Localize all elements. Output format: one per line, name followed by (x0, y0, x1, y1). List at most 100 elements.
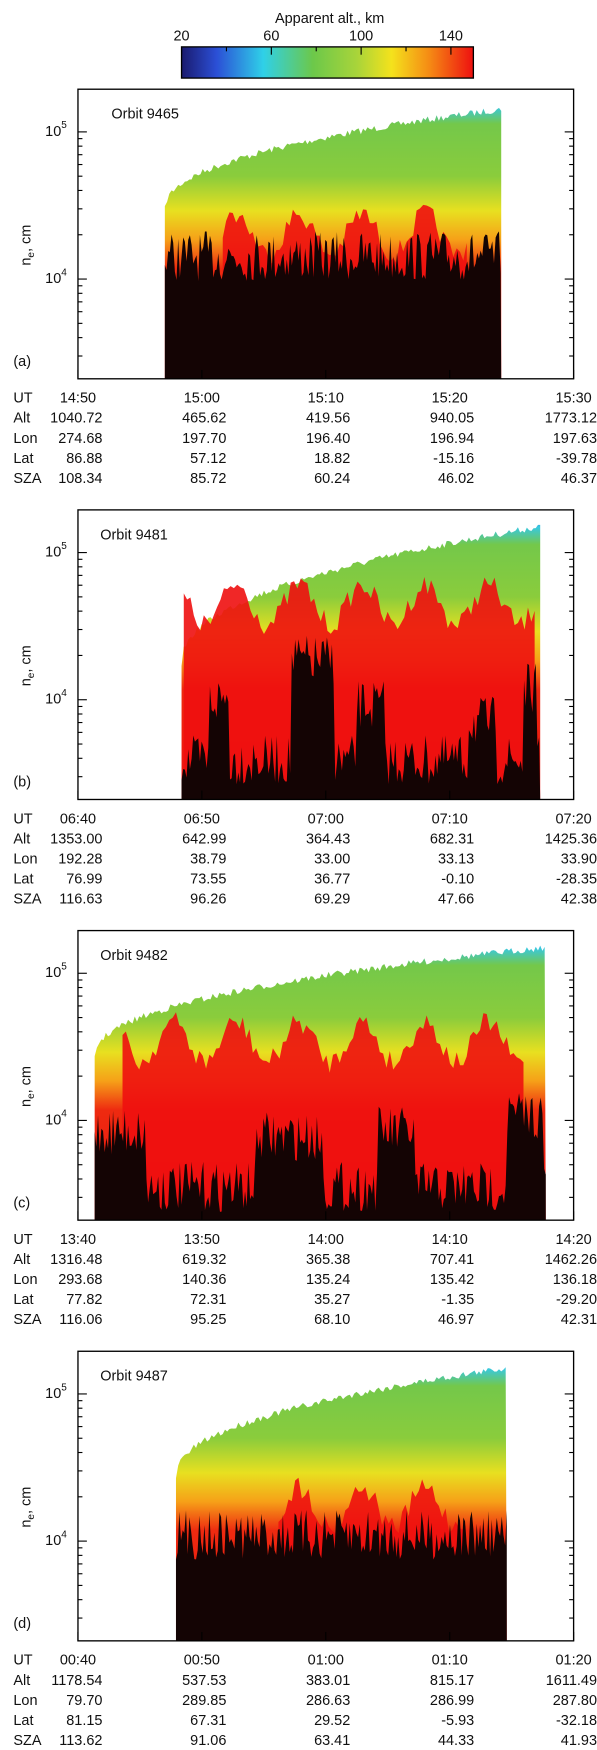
table-cell: 619.32 (182, 1252, 226, 1268)
table-cell: 44.33 (438, 1733, 474, 1749)
table-cell: 383.01 (306, 1673, 350, 1689)
table-cell: 1178.54 (51, 1673, 102, 1689)
y-tick-label: 105 (45, 1382, 67, 1402)
y-tick-label: 104 (45, 688, 67, 708)
x-tick-label: 14:10 (432, 1232, 468, 1248)
row-label: Lon (13, 851, 37, 867)
table-cell: 47.66 (438, 892, 474, 908)
table-cell: 642.99 (182, 831, 226, 847)
x-tick-label: 13:50 (184, 1232, 220, 1248)
table-cell: 1353.00 (50, 831, 102, 847)
table-cell: -39.78 (556, 451, 597, 467)
table-cell: 286.99 (430, 1693, 474, 1709)
table-cell: 91.06 (190, 1733, 226, 1749)
table-cell: 1773.12 (545, 411, 597, 427)
y-axis-label: ne, cm (19, 645, 37, 686)
x-tick-label: 15:20 (432, 391, 468, 407)
table-cell: 1425.36 (545, 831, 597, 847)
table-cell: 18.82 (314, 451, 350, 467)
row-label: SZA (13, 1733, 41, 1749)
row-label: Lat (13, 1292, 33, 1308)
density-floor (164, 231, 502, 379)
table-cell: 60.24 (314, 471, 350, 487)
table-cell: 77.82 (66, 1292, 102, 1308)
row-label: Alt (13, 1252, 30, 1268)
table-cell: -5.93 (441, 1713, 474, 1729)
row-label: Lat (13, 1713, 33, 1729)
row-label: SZA (13, 1312, 41, 1328)
table-cell: 116.63 (59, 892, 102, 908)
table-cell: -1.35 (441, 1292, 474, 1308)
x-axis-label: UT (13, 391, 32, 407)
orbit-label: Orbit 9481 (100, 527, 168, 543)
orbit-label: Orbit 9487 (100, 1369, 168, 1385)
density-floor (94, 1093, 546, 1221)
colorbar-tick-label: 20 (174, 29, 190, 45)
y-tick-label: 104 (45, 1529, 67, 1549)
table-cell: 85.72 (190, 471, 226, 487)
table-cell: 293.68 (58, 1272, 102, 1288)
table-cell: 33.13 (438, 851, 474, 867)
table-cell: 135.24 (306, 1272, 350, 1288)
table-cell: -15.16 (433, 451, 474, 467)
table-cell: 67.31 (190, 1713, 226, 1729)
table-cell: 108.34 (58, 471, 102, 487)
x-axis-label: UT (13, 1232, 32, 1248)
y-axis-label: ne, cm (19, 1487, 37, 1528)
row-label: Alt (13, 1673, 30, 1689)
table-cell: 365.38 (306, 1252, 350, 1268)
orbit-label: Orbit 9482 (100, 948, 168, 964)
x-tick-label: 07:20 (556, 811, 592, 827)
colorbar-title: Apparent alt., km (275, 11, 384, 27)
row-label: Lon (13, 1693, 37, 1709)
table-cell: 41.93 (561, 1733, 597, 1749)
table-cell: 116.06 (59, 1312, 102, 1328)
y-tick-label: 105 (45, 541, 67, 561)
table-cell: 72.31 (190, 1292, 226, 1308)
x-tick-label: 15:00 (184, 391, 220, 407)
y-axis-label: ne, cm (19, 225, 37, 266)
x-tick-label: 00:40 (60, 1653, 96, 1669)
table-cell: 86.88 (66, 451, 102, 467)
x-tick-label: 15:30 (556, 391, 592, 407)
x-tick-label: 00:50 (184, 1653, 220, 1669)
table-cell: 33.00 (314, 851, 350, 867)
colorbar (180, 46, 475, 79)
density-floor (175, 1509, 507, 1641)
x-tick-label: 07:10 (432, 811, 468, 827)
table-cell: 79.70 (66, 1693, 102, 1709)
table-cell: 140.36 (182, 1272, 226, 1288)
table-cell: 286.63 (306, 1693, 350, 1709)
row-label: Alt (13, 831, 30, 847)
table-cell: 113.62 (59, 1733, 102, 1749)
x-tick-label: 14:20 (556, 1232, 592, 1248)
table-cell: 73.55 (190, 872, 226, 888)
table-cell: 287.80 (553, 1693, 597, 1709)
panel: 104 105 ne, cm Orbit 9481 (b) UT 06:40 06:50 07:… (13, 509, 597, 908)
table-cell: 196.94 (430, 431, 474, 447)
panel: 104 105 ne, cm Orbit 9465 (a) UT 14:50 15:00 15:… (13, 88, 597, 487)
row-label: Lon (13, 431, 37, 447)
table-cell: 192.28 (58, 851, 102, 867)
row-label: Lat (13, 451, 33, 467)
x-tick-label: 01:00 (308, 1653, 344, 1669)
table-cell: 465.62 (182, 411, 226, 427)
table-cell: 419.56 (306, 411, 350, 427)
table-cell: 68.10 (314, 1312, 350, 1328)
table-cell: 364.43 (306, 831, 350, 847)
y-tick-label: 104 (45, 1108, 67, 1128)
table-cell: 1040.72 (50, 411, 102, 427)
table-cell: 1611.49 (546, 1673, 597, 1689)
colorbar-tick-label: 60 (263, 29, 279, 45)
table-cell: 707.41 (430, 1252, 474, 1268)
x-tick-label: 06:50 (184, 811, 220, 827)
table-cell: 135.42 (430, 1272, 474, 1288)
table-cell: 63.41 (314, 1733, 350, 1749)
table-cell: 29.52 (314, 1713, 350, 1729)
table-cell: 69.29 (314, 892, 350, 908)
x-axis-label: UT (13, 811, 32, 827)
table-cell: 136.18 (553, 1272, 597, 1288)
panel: 104 105 ne, cm Orbit 9487 (d) UT 00:40 00:50 01:… (13, 1350, 597, 1749)
colorbar-tick-label: 140 (439, 29, 463, 45)
colorbar-tick-label: 100 (349, 29, 373, 45)
